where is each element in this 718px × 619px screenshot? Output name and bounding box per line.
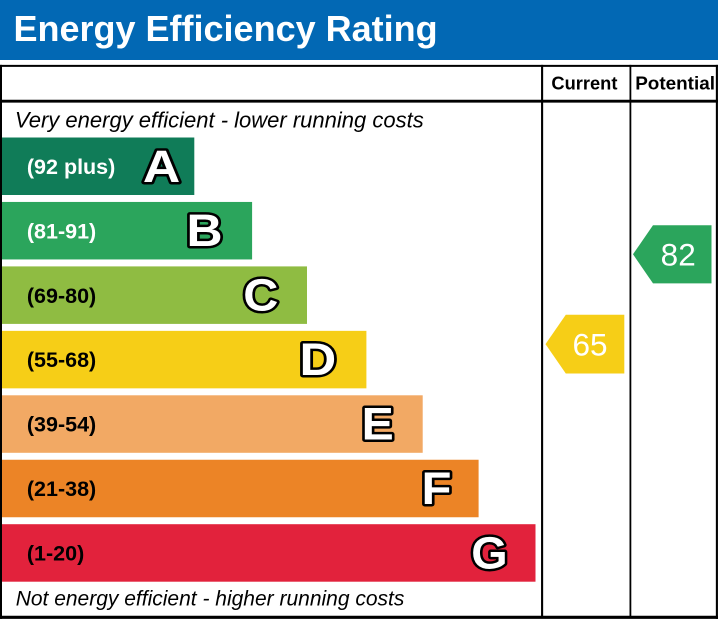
svg-text:D: D — [300, 336, 337, 386]
svg-text:(69-80): (69-80) — [27, 284, 96, 308]
svg-text:(81-91): (81-91) — [27, 219, 96, 243]
svg-text:A: A — [143, 142, 180, 192]
svg-text:65: 65 — [572, 327, 607, 363]
svg-text:G: G — [471, 527, 507, 578]
svg-text:Very energy efficient - lower: Very energy efficient - lower running co… — [15, 108, 424, 133]
svg-text:F: F — [422, 463, 452, 514]
svg-text:82: 82 — [661, 237, 696, 273]
svg-text:E: E — [362, 399, 394, 449]
svg-text:(92 plus): (92 plus) — [27, 155, 115, 179]
svg-text:Current: Current — [551, 73, 617, 94]
svg-text:(21-38): (21-38) — [27, 477, 96, 501]
svg-text:C: C — [243, 270, 278, 320]
svg-text:(55-68): (55-68) — [27, 348, 96, 372]
svg-text:Energy Efficiency Rating: Energy Efficiency Rating — [14, 8, 438, 49]
svg-text:Potential: Potential — [635, 74, 715, 95]
svg-text:(39-54): (39-54) — [27, 413, 96, 437]
svg-text:B: B — [186, 206, 222, 256]
svg-text:Not energy efficient - higher: Not energy efficient - higher running co… — [16, 587, 405, 610]
svg-text:(1-20): (1-20) — [27, 542, 84, 566]
